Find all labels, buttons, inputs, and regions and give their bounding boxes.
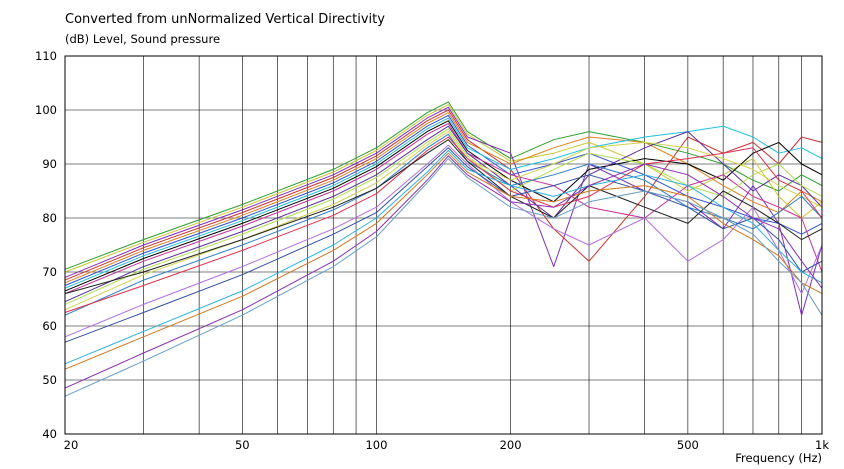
series-line-14 xyxy=(64,136,823,313)
series-line-18 xyxy=(64,150,823,365)
series-line-21 xyxy=(64,158,823,397)
tick-labels: 40 50 60 70 80 90 100 110 20 50 100 200 500 1k xyxy=(35,49,829,452)
y-tick-label: 60 xyxy=(42,319,57,333)
grid xyxy=(65,56,822,434)
y-tick-label: 50 xyxy=(42,373,57,387)
y-tick-label: 70 xyxy=(42,265,57,279)
x-tick-label: 500 xyxy=(677,438,699,452)
plot-frame xyxy=(64,55,823,435)
series-line-19 xyxy=(64,152,823,370)
series-layer xyxy=(64,101,823,397)
x-tick-label: 1k xyxy=(815,438,829,452)
series-line-1 xyxy=(64,101,823,270)
x-tick-label: 20 xyxy=(64,438,79,452)
y-tick-label: 100 xyxy=(35,103,57,117)
x-tick-label: 200 xyxy=(500,438,522,452)
x-tick-label: 100 xyxy=(365,438,387,452)
series-line-10 xyxy=(64,125,823,303)
series-line-7 xyxy=(64,117,823,289)
series-line-15 xyxy=(64,139,823,295)
y-axis-label: (dB) Level, Sound pressure xyxy=(65,32,221,46)
x-tick-label: 50 xyxy=(235,438,250,452)
y-tick-label: 110 xyxy=(35,49,57,63)
series-line-12 xyxy=(64,131,823,311)
y-tick-label: 40 xyxy=(42,427,57,441)
series-line-13 xyxy=(64,133,823,316)
series-line-16 xyxy=(64,144,823,338)
y-tick-label: 90 xyxy=(42,157,57,171)
series-line-2 xyxy=(64,104,823,273)
series-line-6 xyxy=(64,114,823,286)
series-line-3 xyxy=(64,106,823,316)
chart-title: Converted from unNormalized Vertical Dir… xyxy=(65,12,385,27)
x-axis-label: Frequency (Hz) xyxy=(735,451,822,465)
y-tick-label: 80 xyxy=(42,211,57,225)
series-line-5 xyxy=(64,112,823,284)
series-line-20 xyxy=(64,155,823,389)
